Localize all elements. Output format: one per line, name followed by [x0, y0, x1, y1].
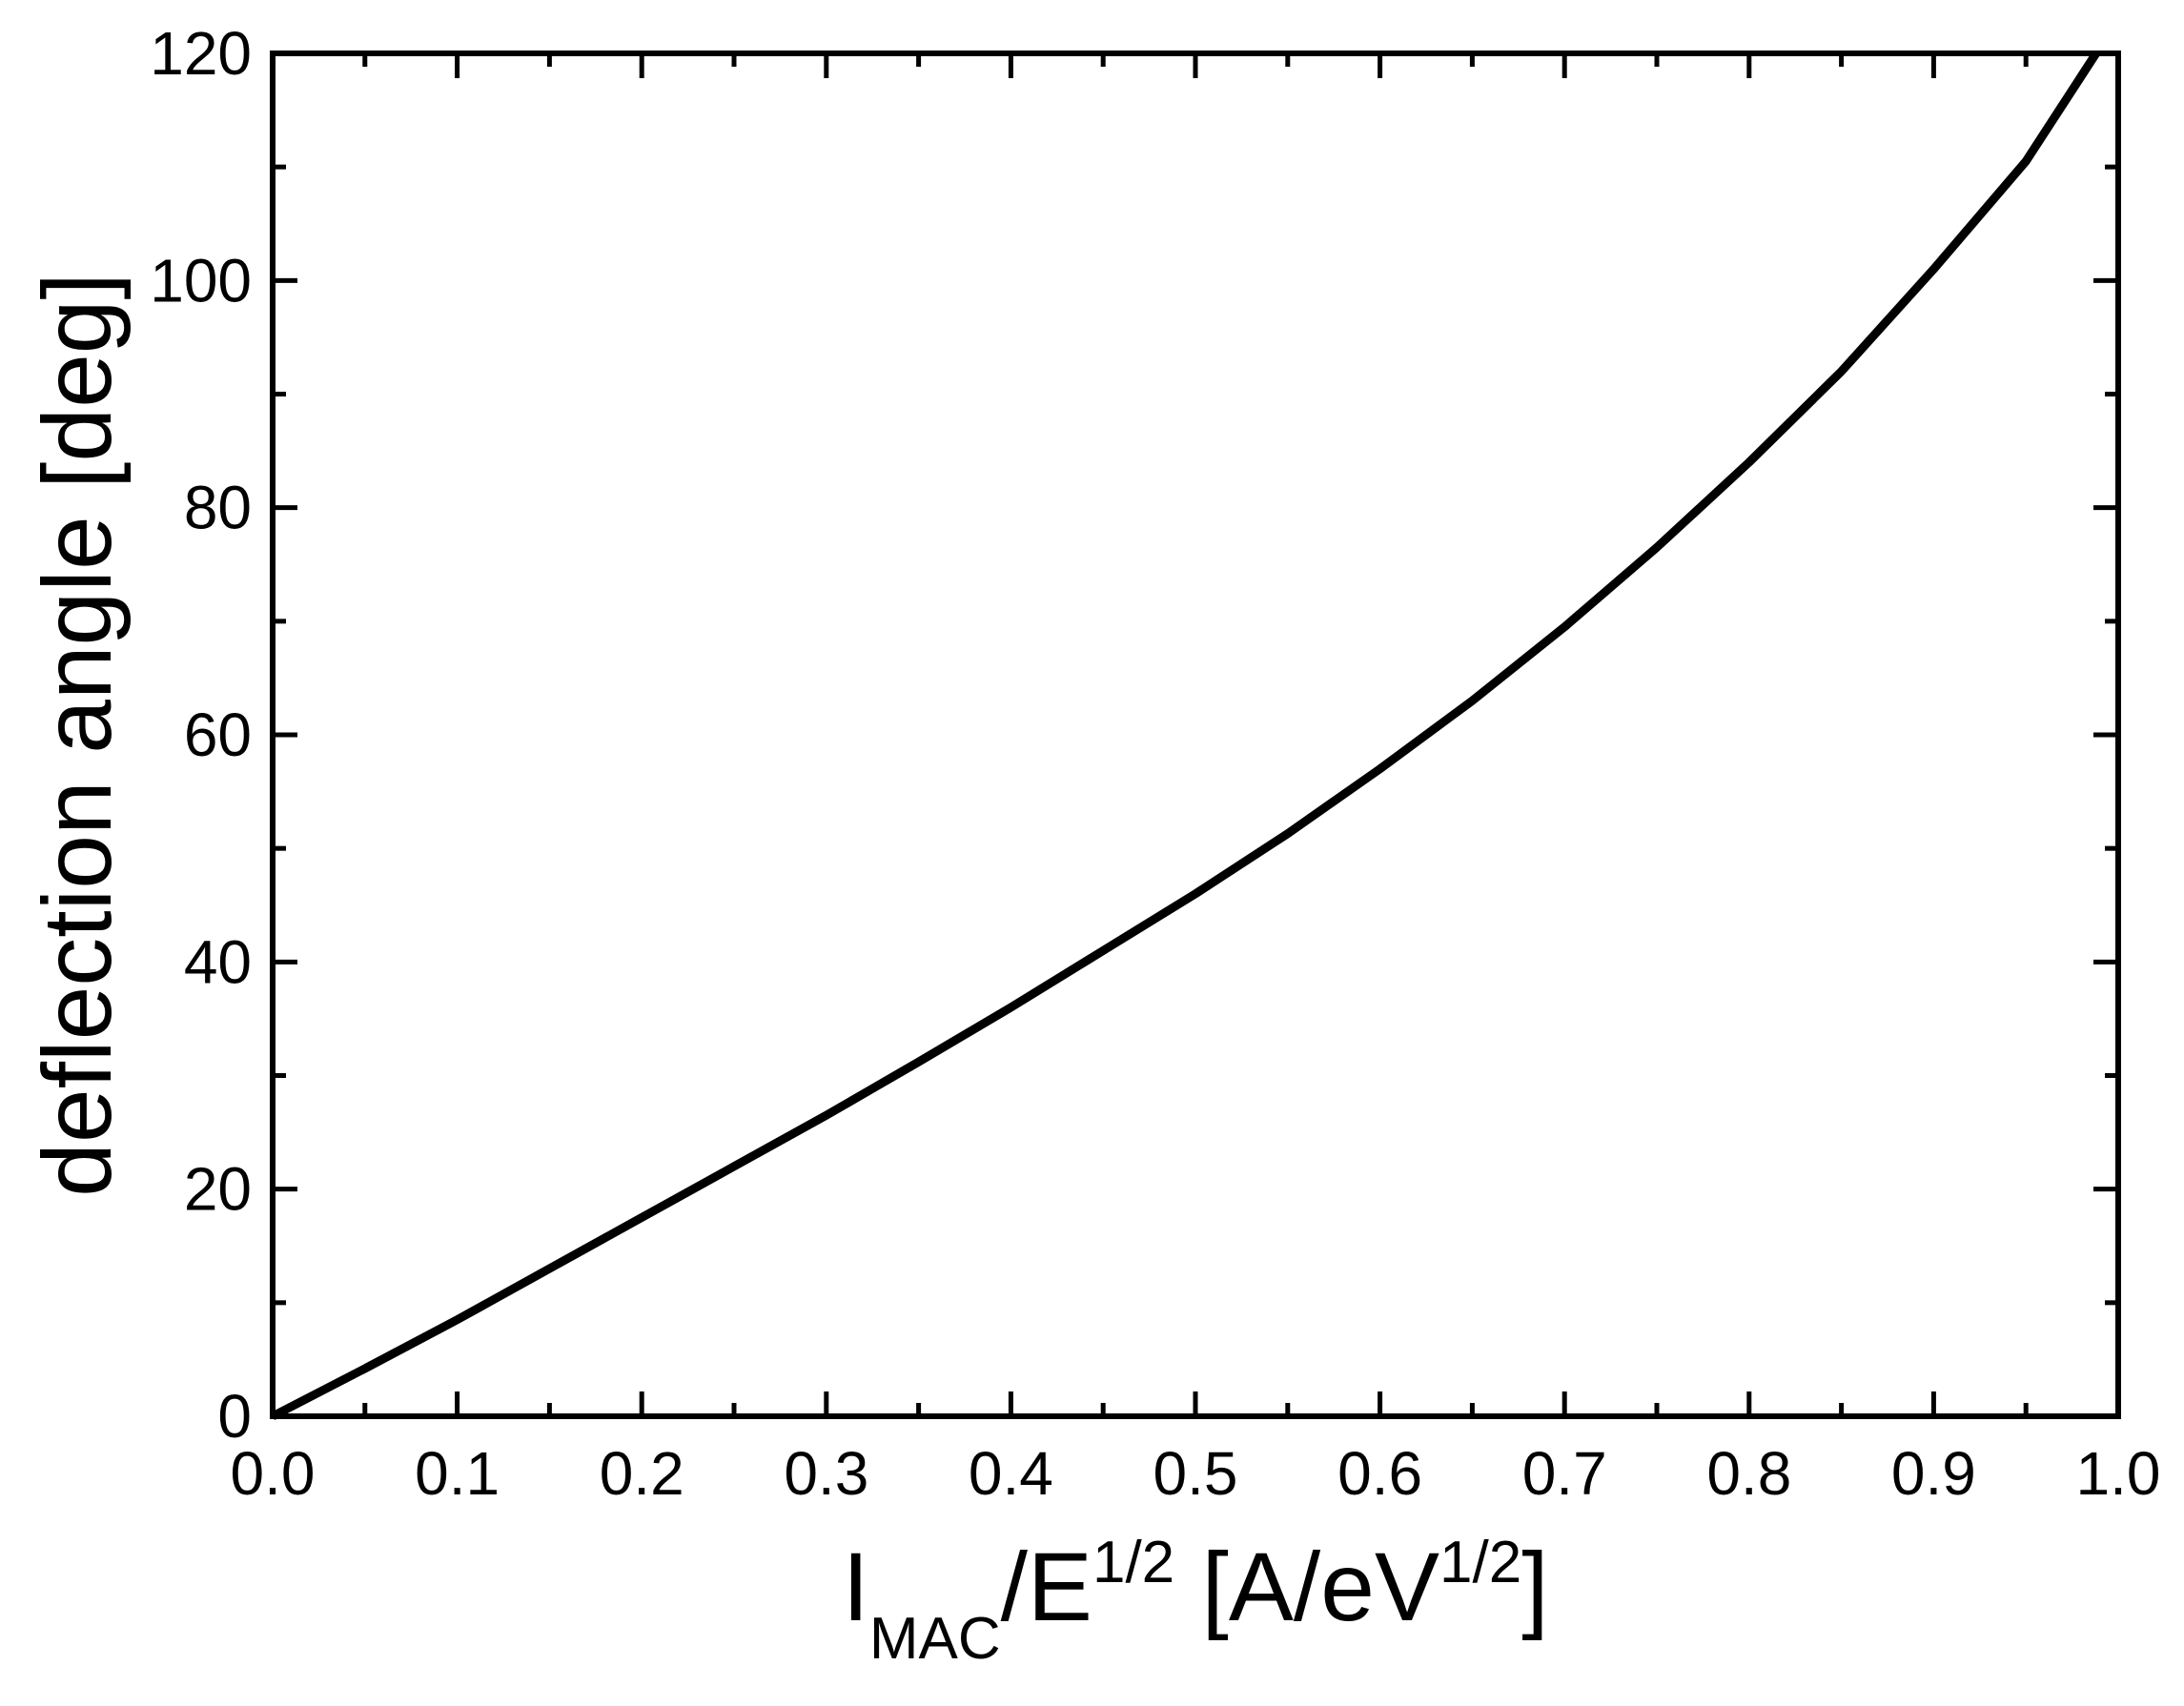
x-axis-label-part: MAC: [869, 1606, 1001, 1672]
x-tick-label: 0.3: [784, 1439, 868, 1508]
x-axis-label-part: ]: [1521, 1533, 1548, 1641]
x-axis-label-part: /E: [1001, 1533, 1092, 1641]
y-tick-label: 20: [184, 1155, 252, 1224]
x-tick-label: 1.0: [2076, 1439, 2161, 1508]
x-tick-label: 0.2: [600, 1439, 684, 1508]
x-tick-label: 0.0: [231, 1439, 316, 1508]
x-axis-label: IMAC/E1/2 [A/eV1/2]: [842, 1530, 1548, 1672]
x-tick-label: 0.6: [1337, 1439, 1422, 1508]
x-tick-label: 0.5: [1153, 1439, 1238, 1508]
y-tick-label: 60: [184, 701, 252, 769]
y-tick-label: 80: [184, 474, 252, 542]
x-tick-label: 0.4: [969, 1439, 1053, 1508]
x-axis-label-part: I: [842, 1533, 868, 1641]
x-tick-label: 0.9: [1891, 1439, 1976, 1508]
x-tick-label: 0.7: [1522, 1439, 1607, 1508]
x-axis-label-part: 1/2: [1439, 1530, 1521, 1595]
y-tick-label: 40: [184, 927, 252, 996]
y-axis-label: deflection angle [deg]: [23, 273, 132, 1197]
y-tick-label: 0: [217, 1382, 252, 1451]
y-tick-label: 100: [150, 246, 252, 315]
x-tick-label: 0.1: [415, 1439, 500, 1508]
y-tick-label: 120: [150, 19, 252, 88]
x-tick-label: 0.8: [1706, 1439, 1791, 1508]
data-line: [270, 51, 2100, 1420]
x-axis-label-part: [A/eV: [1174, 1533, 1439, 1641]
plot-frame: [270, 51, 2121, 1419]
x-axis-label-part: 1/2: [1092, 1530, 1174, 1595]
